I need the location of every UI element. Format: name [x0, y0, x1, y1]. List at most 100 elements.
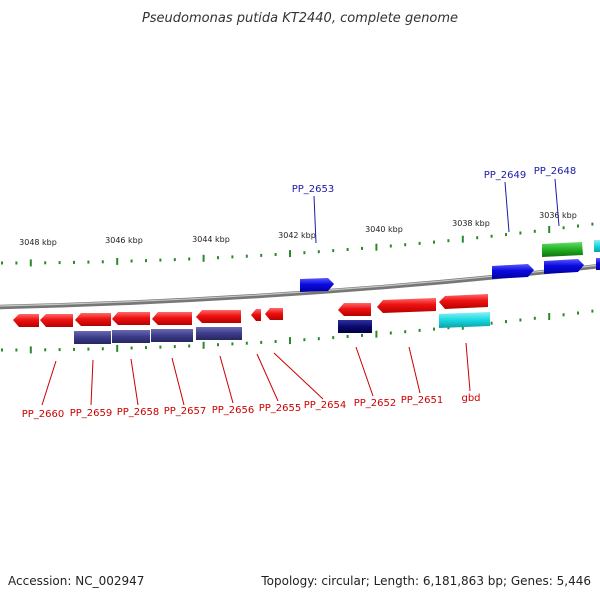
leader-pp2659: [90, 359, 94, 406]
cds-pp2658[interactable]: [112, 330, 150, 343]
gene-pp2660[interactable]: [13, 314, 39, 327]
gene-pp2656[interactable]: [196, 310, 241, 323]
leader-pp2649: [504, 181, 510, 233]
scale-tick: [562, 226, 565, 230]
gene-pp2660b[interactable]: [40, 314, 73, 327]
scale-tick: [519, 318, 522, 322]
genome-title: Pseudomonas putida KT2440, complete geno…: [142, 11, 458, 26]
scale-tick: [101, 347, 104, 351]
scale-tick: [404, 330, 407, 334]
scale-tick: [145, 259, 147, 263]
scale-tick: [433, 240, 435, 244]
gene-pp2657[interactable]: [152, 312, 192, 325]
gene-label-pp2657[interactable]: PP_2657: [164, 406, 207, 417]
scale-tick: [404, 243, 407, 247]
scale-tick: [577, 224, 579, 228]
gene-label-gbd[interactable]: gbd: [461, 393, 480, 404]
gene-pp2652[interactable]: [338, 303, 371, 316]
gene-pp2651[interactable]: [377, 298, 436, 313]
scale-tick: [231, 255, 234, 259]
cds-pp2657[interactable]: [151, 329, 193, 342]
scale-tick: [101, 260, 104, 264]
scale-tick: [317, 250, 320, 254]
footer-accession: Accession: NC_002947: [8, 574, 144, 588]
scale-tick: [461, 235, 464, 243]
leader-pp2653: [313, 195, 317, 244]
gene-label-pp2659[interactable]: PP_2659: [70, 408, 113, 419]
gene-label-pp2648[interactable]: PP_2648: [534, 166, 577, 177]
scale-tick: [217, 343, 219, 347]
gene-edge-cyan[interactable]: [594, 240, 600, 252]
leader-pp2656: [219, 355, 234, 404]
rna-pp2648-green[interactable]: [542, 242, 583, 257]
scale-tick: [87, 347, 90, 351]
scale-tick: [577, 311, 579, 315]
scale-tick: [58, 261, 61, 265]
leader-pp2657: [171, 357, 185, 406]
cds-pp2652[interactable]: [338, 320, 372, 333]
scale-tick: [548, 226, 551, 233]
scale-tick: [130, 259, 133, 263]
scale-tick: [173, 345, 176, 349]
scale-tick: [303, 338, 306, 342]
gene-label-pp2656[interactable]: PP_2656: [212, 405, 255, 416]
gene-label-pp2651[interactable]: PP_2651: [401, 395, 444, 406]
scale-tick: [418, 241, 421, 245]
scale-tick: [519, 231, 522, 235]
scale-tick: [159, 258, 162, 262]
gene-pp2653[interactable]: [300, 278, 334, 292]
gene-labels-bottom: PP_2660 PP_2659 PP_2658 PP_2657 PP_2656 …: [22, 393, 481, 420]
rna-gbd-cyan[interactable]: [439, 312, 490, 328]
scale-tick: [217, 256, 219, 260]
scale-tick: [433, 327, 435, 331]
scale-tick: [173, 258, 176, 262]
scale-tick: [15, 261, 18, 265]
gene-pp2655[interactable]: [251, 309, 261, 321]
scale-tick: [274, 253, 277, 256]
gene-pp2654[interactable]: [265, 308, 283, 320]
leader-lines: [313, 178, 560, 244]
gene-gbd[interactable]: [439, 294, 488, 309]
scale-label: 3048 kbp: [19, 238, 57, 247]
scale-tick: [44, 261, 47, 265]
gene-label-pp2649[interactable]: PP_2649: [484, 170, 527, 181]
scale-tick: [447, 326, 450, 330]
scale-tick: [418, 328, 421, 332]
scale-tick: [159, 345, 162, 349]
scale-tick: [1, 348, 3, 352]
scale-tick: [332, 249, 335, 253]
scale-tick: [490, 234, 493, 238]
scale-tick: [44, 348, 47, 352]
forward-genes: [300, 240, 600, 292]
scale-tick: [591, 309, 594, 313]
cds-pp2656[interactable]: [196, 327, 242, 340]
gene-edge-blue[interactable]: [596, 258, 600, 270]
scale-tick: [361, 333, 363, 337]
cds-pp2659[interactable]: [74, 331, 111, 344]
scale-tick: [260, 253, 263, 257]
scale-tick: [476, 236, 479, 240]
scale-tick: [130, 346, 133, 350]
scale-tick: [29, 259, 32, 267]
scale-ticks-top: [1, 222, 594, 267]
gene-label-pp2652[interactable]: PP_2652: [354, 398, 397, 409]
scale-label: 3040 kbp: [365, 225, 403, 234]
gene-pp2659[interactable]: [75, 313, 111, 326]
scale-tick: [58, 348, 61, 352]
gene-label-pp2653[interactable]: PP_2653: [292, 184, 335, 195]
gene-label-pp2658[interactable]: PP_2658: [117, 407, 160, 418]
gene-label-pp2655[interactable]: PP_2655: [259, 403, 302, 414]
gene-label-pp2654[interactable]: PP_2654: [304, 400, 347, 411]
leader-pp2658: [130, 358, 139, 406]
gene-pp2648[interactable]: [544, 259, 584, 274]
gene-pp2649[interactable]: [492, 264, 534, 279]
scale-tick: [548, 313, 551, 320]
scale-tick: [533, 316, 536, 320]
scale-tick: [562, 313, 565, 317]
scale-tick: [245, 254, 248, 258]
scale-label: 3044 kbp: [192, 235, 230, 244]
gene-pp2658[interactable]: [112, 312, 150, 325]
leader-pp2652: [355, 346, 374, 397]
gene-label-pp2660[interactable]: PP_2660: [22, 409, 65, 420]
